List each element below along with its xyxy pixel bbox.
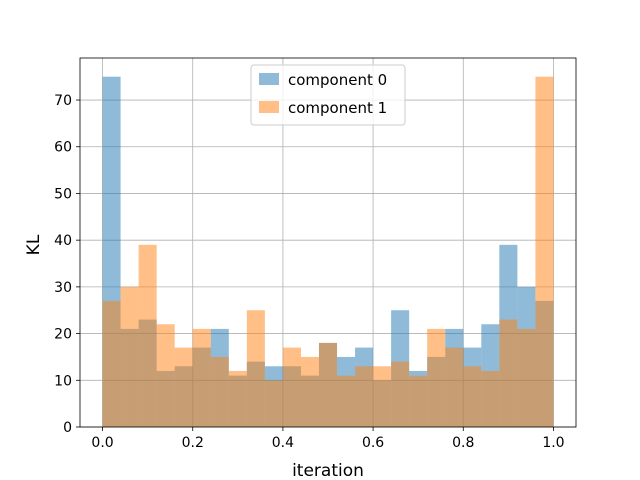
- bar-series-1-bin-23: [517, 328, 536, 427]
- bar-series-1-bin-2: [138, 244, 157, 427]
- bar-series-1-bin-21: [481, 370, 500, 427]
- x-tick-label: 0.6: [362, 435, 384, 451]
- bar-series-1-bin-13: [337, 375, 356, 427]
- bar-series-1-bin-0: [102, 300, 121, 427]
- bar-series-1-bin-1: [120, 286, 139, 427]
- bar-series-1-bin-7: [228, 370, 247, 427]
- y-tick-label: 10: [54, 373, 72, 389]
- bar-series-1-bin-3: [156, 324, 175, 427]
- bar-series-1-bin-8: [246, 310, 265, 427]
- x-tick-label: 0.0: [91, 435, 113, 451]
- bar-series-1-bin-5: [192, 328, 211, 427]
- y-tick-label: 30: [54, 280, 72, 296]
- x-tick-label: 0.2: [182, 435, 204, 451]
- y-tick-label: 0: [63, 420, 72, 436]
- bar-series-1-bin-15: [373, 366, 392, 427]
- legend: component 0 component 1: [250, 64, 406, 126]
- y-tick-label: 50: [54, 186, 72, 202]
- y-tick-label: 40: [54, 233, 72, 249]
- bar-series-1-bin-9: [264, 380, 283, 427]
- legend-swatch-component-1: [259, 101, 279, 113]
- bar-series-1-bin-10: [282, 347, 301, 427]
- bar-series-1-bin-20: [463, 366, 482, 427]
- bar-series-1-bin-6: [210, 356, 229, 427]
- y-tick-label: 20: [54, 327, 72, 343]
- y-tick-label: 70: [54, 93, 72, 109]
- x-tick-label: 0.4: [272, 435, 294, 451]
- bar-series-1-bin-14: [355, 366, 374, 427]
- x-axis-label: iteration: [292, 461, 364, 480]
- x-tick-label: 0.8: [452, 435, 474, 451]
- legend-label-component-1: component 1: [288, 99, 387, 117]
- bar-series-1-bin-16: [391, 361, 410, 427]
- bar-series-1-bin-17: [409, 375, 428, 427]
- bar-series-1-bin-11: [300, 356, 319, 427]
- legend-swatch-component-0: [259, 73, 279, 85]
- bars: [102, 76, 554, 428]
- bar-series-1-bin-12: [318, 342, 338, 427]
- x-tick-label: 1.0: [542, 435, 564, 451]
- bar-series-1-bin-18: [427, 328, 446, 427]
- y-tick-label: 60: [54, 140, 72, 156]
- legend-box: [250, 64, 406, 126]
- axis-ticks: 0.0 0.2 0.4 0.6 0.8 1.0 0 10 20 30 40 50 60 70: [54, 93, 564, 451]
- bar-series-1-bin-19: [445, 347, 464, 427]
- plot-frame: [79, 57, 577, 428]
- bar-series-1-bin-22: [499, 319, 518, 427]
- bar-series-1-bin-4: [174, 347, 193, 427]
- y-axis-label: KL: [24, 234, 44, 255]
- legend-label-component-0: component 0: [288, 71, 387, 89]
- bar-series-1-bin-24: [535, 76, 554, 428]
